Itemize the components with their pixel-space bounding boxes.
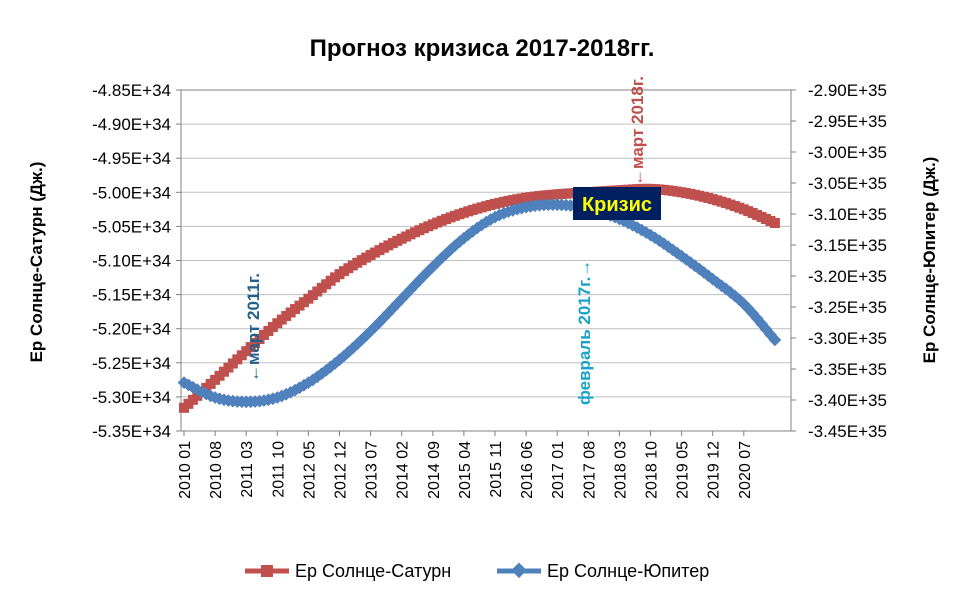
series-line	[182, 202, 777, 405]
left-tick-label: -4.85E+34	[92, 81, 171, 100]
left-tick-label: -5.35E+34	[92, 422, 171, 441]
left-tick-label: -5.05E+34	[92, 217, 171, 236]
left-tick-label: -5.00E+34	[92, 183, 171, 202]
x-tick-label: 2017 08	[581, 441, 598, 499]
left-tick-label: -5.10E+34	[92, 252, 171, 271]
x-tick-label: 2012 05	[301, 441, 318, 499]
x-tick-label: 2019 12	[706, 441, 723, 499]
legend-saturn-marker	[261, 565, 273, 577]
right-tick-label: -3.35E+35	[808, 360, 887, 379]
right-tick-label: -3.05E+35	[808, 174, 887, 193]
left-tick-label: -4.95E+34	[92, 149, 171, 168]
x-tick-label: 2013 07	[364, 441, 381, 499]
x-tick-label: 2011 03	[239, 441, 256, 498]
legend-jupiter-label: Ер Солнце-Юпитер	[547, 561, 709, 581]
annotation-march-2018: ←март 2018г.	[628, 76, 647, 186]
x-tick-label: 2014 02	[395, 441, 412, 499]
x-tick-label: 2016 06	[519, 441, 536, 499]
x-tick-label: 2015 04	[457, 441, 474, 499]
right-tick-label: -3.20E+35	[808, 267, 887, 286]
right-tick-label: -3.30E+35	[808, 329, 887, 348]
x-tick-label: 2017 01	[550, 441, 567, 499]
annotation-march-2011: ←март 2011г.	[244, 273, 263, 382]
left-axis-label: Ер Солнце-Сатурн (Дж.)	[27, 162, 46, 363]
x-tick-label: 2018 03	[612, 441, 629, 499]
annotation-feb-2017: февраль 2017г.→	[575, 260, 594, 405]
gridlines	[181, 89, 791, 432]
right-tick-label: -3.10E+35	[808, 205, 887, 224]
annotations: ←март 2011г. февраль 2017г.→ ←март 2018г. К…	[244, 76, 661, 405]
right-tick-label: -3.25E+35	[808, 298, 887, 317]
x-tick-label: 2010 08	[208, 441, 225, 499]
right-tick-label: -3.15E+35	[808, 236, 887, 255]
right-tick-label: -3.45E+35	[808, 422, 887, 441]
left-tick-label: -5.20E+34	[92, 320, 171, 339]
right-axis-ticks: -2.90E+35 -2.95E+35 -3.00E+35 -3.05E+35 -3.1…	[791, 81, 887, 441]
x-tick-label: 2020 07	[737, 441, 754, 499]
right-axis-label: Ер Солнце-Юпитер (Дж.)	[920, 157, 939, 364]
left-tick-label: -5.25E+34	[92, 354, 171, 373]
series-saturn	[179, 183, 780, 413]
left-tick-label: -4.90E+34	[92, 115, 171, 134]
legend-jupiter-marker	[511, 562, 527, 579]
crisis-label: Кризис	[582, 194, 652, 216]
x-tick-label: 2012 12	[333, 441, 350, 499]
left-tick-label: -5.15E+34	[92, 286, 171, 305]
x-tick-label: 2010 01	[177, 441, 194, 499]
data-point	[769, 217, 780, 228]
left-axis-ticks: -4.85E+34 -4.90E+34 -4.95E+34 -5.00E+34 -5.0…	[92, 81, 181, 441]
x-tick-label: 2018 10	[644, 441, 661, 499]
x-tick-label: 2015 11	[488, 441, 505, 498]
left-tick-label: -5.30E+34	[92, 388, 171, 407]
right-tick-label: -3.00E+35	[808, 143, 887, 162]
crisis-box	[573, 187, 661, 220]
right-tick-label: -2.95E+35	[808, 112, 887, 131]
x-tick-label: 2014 09	[426, 441, 443, 499]
x-tick-label: 2011 10	[270, 441, 287, 498]
legend: Ер Солнце-Сатурн Ер Солнце-Юпитер	[245, 561, 709, 581]
right-tick-label: -2.90E+35	[808, 81, 887, 100]
x-tick-label: 2019 05	[675, 441, 692, 499]
x-axis-ticks: 2010 01 2010 08 2011 03 2011 10 2012 05 2012 …	[177, 431, 754, 499]
chart-title: Прогноз кризиса 2017-2018гг.	[310, 35, 655, 62]
series-jupiter	[177, 198, 782, 409]
legend-saturn-label: Ер Солнце-Сатурн	[295, 561, 451, 581]
right-tick-label: -3.40E+35	[808, 391, 887, 410]
